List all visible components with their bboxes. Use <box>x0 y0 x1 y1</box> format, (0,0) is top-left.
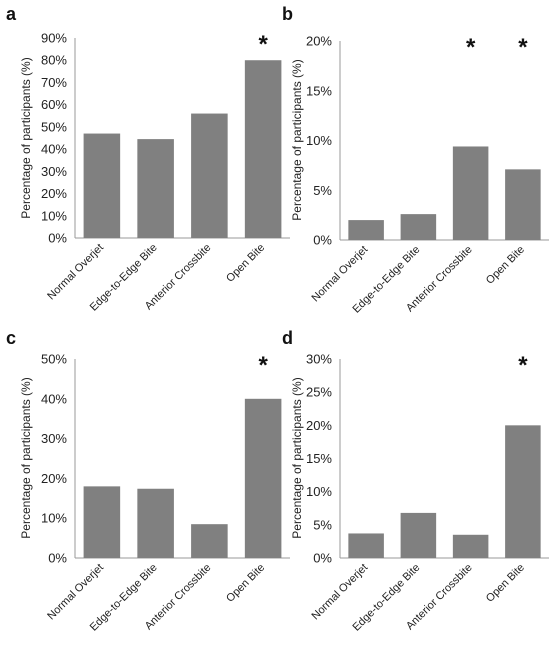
bar-edge-to-edge-bite <box>137 139 174 238</box>
bar-anterior-crossbite <box>191 113 228 238</box>
bar-normal-overjet <box>348 533 384 558</box>
y-tick-label: 15% <box>306 83 332 98</box>
chart-panel-c: c 0% 10% 20% 30% 40% 50% Percentage of particip… <box>6 328 290 634</box>
y-tick-label: 60% <box>41 97 67 112</box>
bar-edge-to-edge-bite <box>400 214 437 240</box>
y-tick-label: 0% <box>48 231 67 246</box>
y-tick-label: 50% <box>41 119 67 134</box>
y-tick-label: 5% <box>313 517 332 532</box>
y-tick-label: 5% <box>313 183 332 198</box>
y-tick-label: 0% <box>48 551 67 566</box>
y-tick-label: 10% <box>306 484 332 499</box>
y-tick-label: 10% <box>306 133 332 148</box>
y-tick-label: 10% <box>41 511 67 526</box>
y-tick-label: 20% <box>41 471 67 486</box>
x-tick-label: Open Bite <box>484 244 527 287</box>
bar-normal-overjet <box>83 486 121 558</box>
y-axis-label: Percentage of participants (%) <box>19 377 33 538</box>
y-axis-label: Percentage of participants (%) <box>19 57 33 218</box>
bar-open-bite <box>505 425 541 558</box>
significance-star: * <box>258 352 268 379</box>
y-tick-label: 15% <box>306 451 332 466</box>
y-tick-label: 40% <box>41 391 67 406</box>
x-tick-label: Open Bite <box>224 242 267 285</box>
y-tick-label: 50% <box>41 352 67 367</box>
y-axis-label: Percentage of participants (%) <box>290 59 304 220</box>
chart-panel-b: b 0% 5% 10% 15% 20%Percentage of participants… <box>282 4 549 316</box>
y-tick-label: 30% <box>41 431 67 446</box>
y-tick-label: 20% <box>306 418 332 433</box>
bar-normal-overjet <box>83 133 121 238</box>
x-tick-label: Normal Overjet <box>45 562 106 623</box>
y-tick-label: 80% <box>41 53 67 68</box>
y-tick-label: 70% <box>41 75 67 90</box>
y-tick-label: 30% <box>306 352 332 367</box>
significance-star: * <box>466 34 476 61</box>
bar-open-bite <box>244 398 282 558</box>
bar-edge-to-edge-bite <box>400 512 437 558</box>
y-tick-label: 20% <box>41 186 67 201</box>
significance-star: * <box>518 352 528 379</box>
y-tick-label: 40% <box>41 142 67 157</box>
bar-normal-overjet <box>348 220 384 240</box>
bar-open-bite <box>244 60 282 238</box>
y-axis-label: Percentage of participants (%) <box>290 377 304 538</box>
y-tick-label: 0% <box>313 551 332 566</box>
y-tick-label: 0% <box>313 233 332 248</box>
panel-letter: d <box>282 328 293 348</box>
x-tick-label: Normal Overjet <box>45 242 106 303</box>
significance-star: * <box>518 34 528 61</box>
y-tick-label: 20% <box>306 34 332 49</box>
chart-panel-a: a 0% 10% 20% 30% 40% 50% 60% 70% 80% 90% Percentage… <box>6 4 290 314</box>
bar-edge-to-edge-bite <box>137 488 174 558</box>
panel-letter: b <box>282 4 293 24</box>
y-tick-label: 30% <box>41 164 67 179</box>
significance-star: * <box>258 31 268 58</box>
bar-anterior-crossbite <box>191 524 228 558</box>
bar-anterior-crossbite <box>452 146 489 240</box>
bar-open-bite <box>505 169 541 240</box>
panel-letter: a <box>6 4 17 24</box>
panel-letter: c <box>6 328 16 348</box>
y-tick-label: 25% <box>306 385 332 400</box>
chart-panel-d: d 0% 5% 10% 15% 20% 25% 30%Percentage of partic… <box>282 328 549 634</box>
y-tick-label: 90% <box>41 31 67 46</box>
bar-anterior-crossbite <box>452 534 489 558</box>
x-tick-label: Open Bite <box>224 562 267 605</box>
x-tick-label: Open Bite <box>484 562 527 605</box>
y-tick-label: 10% <box>41 208 67 223</box>
